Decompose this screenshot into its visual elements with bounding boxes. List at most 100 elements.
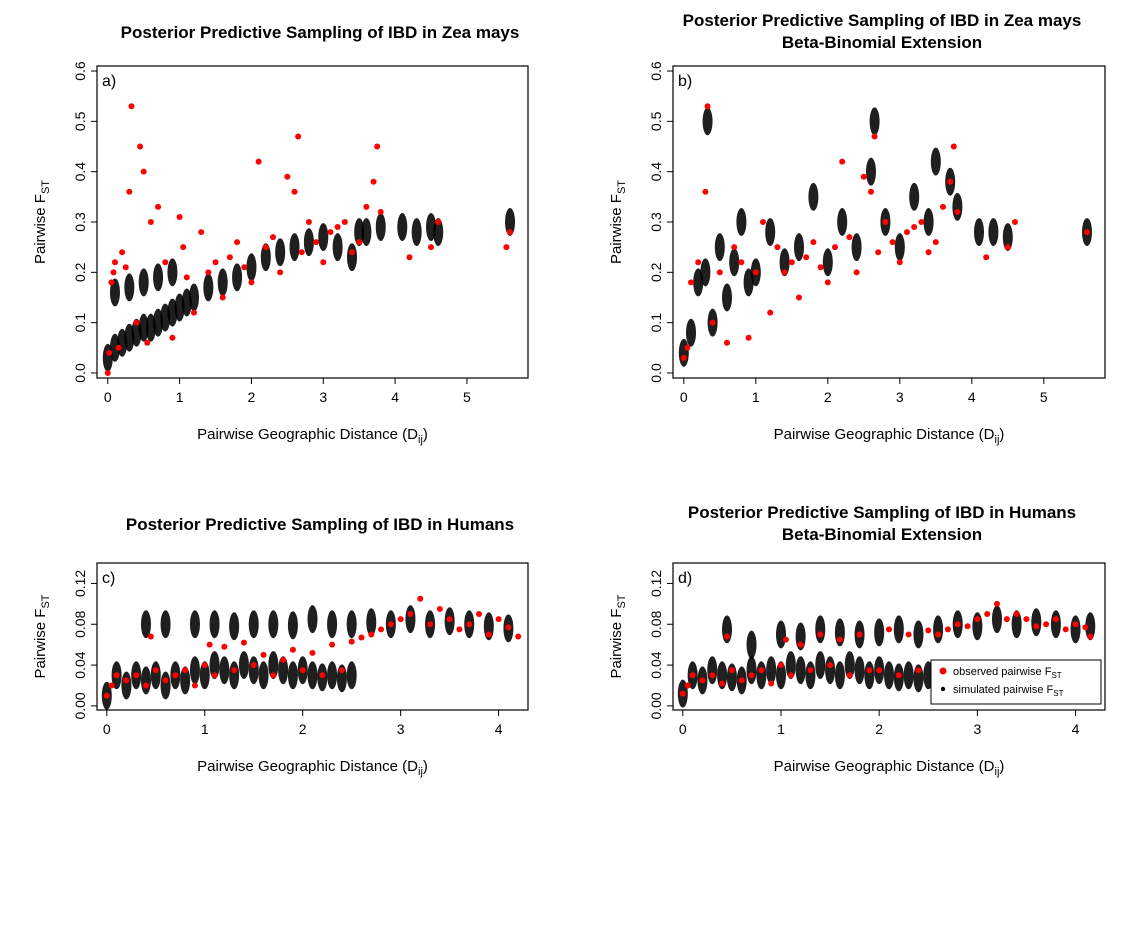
simulated-point <box>375 213 386 242</box>
observed-point <box>205 269 212 276</box>
simulated-point <box>822 248 833 277</box>
simulated-point <box>808 182 819 211</box>
observed-point <box>904 229 910 236</box>
observed-point <box>348 638 355 645</box>
observed-point <box>704 103 711 110</box>
observed-point <box>374 143 381 150</box>
simulated-point <box>702 107 713 136</box>
observed-point <box>240 639 247 646</box>
observed-point <box>1012 219 1018 225</box>
x-tick-label: 4 <box>495 721 503 737</box>
simulated-point <box>678 338 689 367</box>
simulated-point <box>837 208 848 236</box>
x-tick-label: 0 <box>679 721 687 737</box>
observed-point <box>738 677 745 684</box>
simulated-point <box>815 651 826 680</box>
simulated-point <box>268 651 279 680</box>
observed-point <box>964 623 971 630</box>
observed-point <box>983 254 990 261</box>
chart-title-line-2: Beta-Binomial Extension <box>782 525 982 544</box>
observed-point <box>1013 611 1020 618</box>
simulated-point <box>1011 610 1022 639</box>
observed-point <box>169 334 176 341</box>
observed-point <box>133 672 140 679</box>
panel-a: Posterior Predictive Sampling of IBD in … <box>32 23 529 446</box>
observed-point <box>231 667 238 674</box>
observed-point <box>507 229 514 236</box>
observed-point <box>974 616 981 623</box>
simulated-point <box>332 233 343 262</box>
observed-point <box>327 229 334 236</box>
x-tick-label: 1 <box>176 389 184 405</box>
observed-point <box>810 239 817 246</box>
observed-point <box>803 254 810 261</box>
series-observed <box>103 595 522 699</box>
simulated-point <box>700 258 711 287</box>
simulated-point <box>722 283 732 312</box>
simulated-point <box>884 661 894 690</box>
observed-point <box>140 168 147 175</box>
panel-d: Posterior Predictive Sampling of IBD in … <box>608 503 1106 778</box>
observed-point <box>108 279 115 286</box>
observed-point <box>104 369 111 376</box>
simulated-point <box>238 651 249 680</box>
observed-point <box>137 143 144 150</box>
x-tick-label: 1 <box>777 721 785 737</box>
y-axis-label: Pairwise FST <box>608 180 628 264</box>
simulated-point <box>1050 610 1061 639</box>
observed-point <box>406 254 413 261</box>
observed-point <box>176 213 183 220</box>
y-tick-label: 0.04 <box>648 651 664 678</box>
simulated-point <box>433 218 444 247</box>
observed-point <box>896 259 903 266</box>
x-tick-label: 3 <box>973 721 981 737</box>
observed-point <box>846 672 853 679</box>
observed-point <box>745 334 752 341</box>
observed-point <box>319 672 326 679</box>
simulated-point <box>397 213 408 242</box>
simulated-point <box>366 608 377 637</box>
y-tick-label: 0.1 <box>72 313 88 333</box>
observed-point <box>241 264 248 271</box>
observed-point <box>485 631 492 638</box>
observed-point <box>918 219 925 225</box>
simulated-point <box>167 258 178 287</box>
observed-point <box>695 259 702 266</box>
observed-point <box>152 667 159 674</box>
observed-point <box>1043 621 1050 628</box>
observed-point <box>866 667 873 674</box>
observed-point <box>932 239 939 246</box>
observed-point <box>248 279 255 286</box>
simulated-point <box>327 610 338 639</box>
x-axis-label-sub: ij <box>995 434 1000 446</box>
chart-title-line-1: Posterior Predictive Sampling of IBD in … <box>121 23 520 42</box>
simulated-point <box>287 611 298 640</box>
observed-point <box>731 244 738 251</box>
simulated-point <box>109 278 120 307</box>
simulated-point <box>834 661 845 690</box>
simulated-point <box>209 610 220 639</box>
simulated-point <box>203 273 214 302</box>
simulated-point <box>160 610 171 639</box>
simulated-point <box>864 661 875 690</box>
observed-point <box>827 662 834 669</box>
observed-point <box>1023 616 1030 623</box>
observed-point <box>1003 616 1010 623</box>
legend-swatch <box>939 667 947 675</box>
simulated-point <box>746 630 757 659</box>
observed-point <box>320 259 327 266</box>
observed-point <box>358 634 365 641</box>
observed-point <box>778 662 784 669</box>
y-tick-label: 0.3 <box>648 212 664 232</box>
observed-point <box>111 259 118 266</box>
legend-entry-text: simulated pairwise F <box>953 684 1054 696</box>
observed-point <box>110 269 117 276</box>
observed-point <box>515 633 522 640</box>
x-axis-label-main: Pairwise Geographic Distance (D <box>774 426 995 443</box>
x-axis-label-sub: ij <box>995 766 1000 778</box>
x-axis-label: Pairwise Geographic Distance (Dij) <box>774 426 1005 446</box>
simulated-point <box>307 605 318 634</box>
y-tick-label: 0.00 <box>72 692 88 719</box>
observed-point <box>781 269 788 276</box>
